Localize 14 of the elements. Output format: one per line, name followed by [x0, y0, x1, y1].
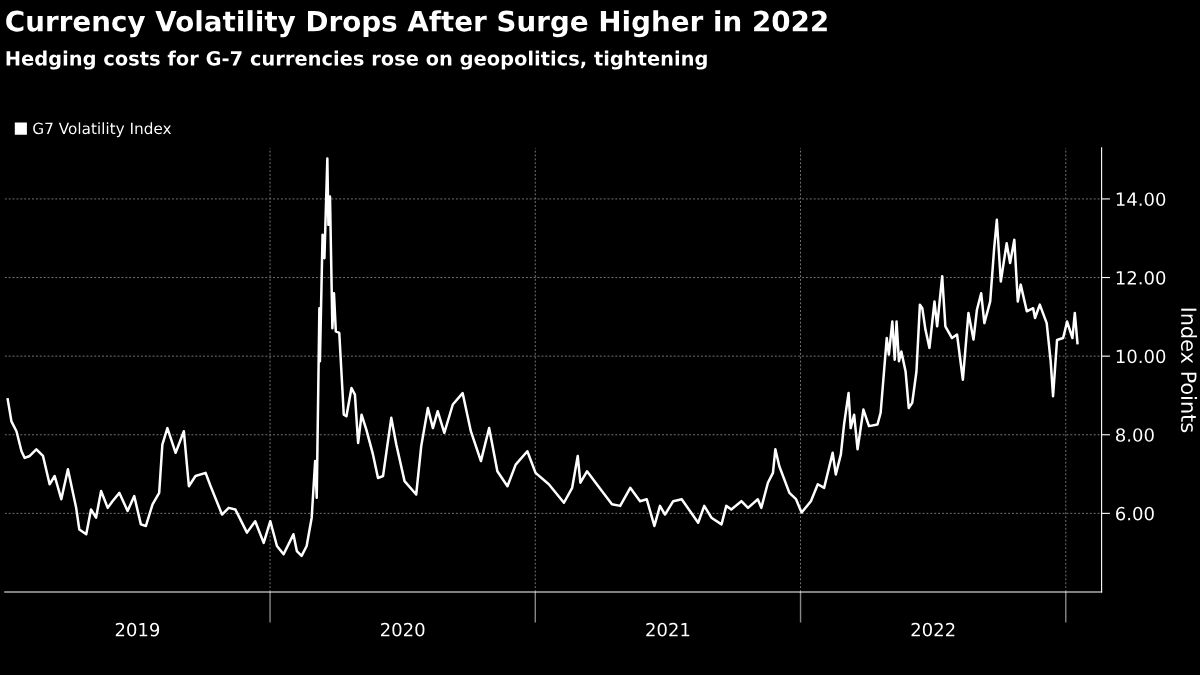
x-tick-label: 2020 — [381, 622, 425, 637]
y-tick-label: 8.00 — [1116, 428, 1154, 442]
y-axis-title: Index Points — [1180, 308, 1198, 433]
x-tick-label: 2019 — [115, 622, 160, 637]
y-tick-label: 14.00 — [1116, 192, 1166, 207]
chart-title: Currency Volatility Drops After Surge Higher in 2022 — [6, 10, 827, 38]
line-series — [6, 157, 1079, 558]
legend-label: G7 Volatility Index — [33, 122, 172, 138]
y-tick-label: 6.00 — [1116, 506, 1154, 521]
chart-subtitle: Hedging costs for G-7 currencies rose on geopolitics, tightening — [6, 50, 707, 70]
y-tick-label: 12.00 — [1116, 270, 1166, 285]
x-tick-label: 2021 — [646, 622, 690, 637]
y-tick-label: 10.00 — [1116, 349, 1166, 364]
x-tick-label: 2022 — [911, 622, 955, 637]
